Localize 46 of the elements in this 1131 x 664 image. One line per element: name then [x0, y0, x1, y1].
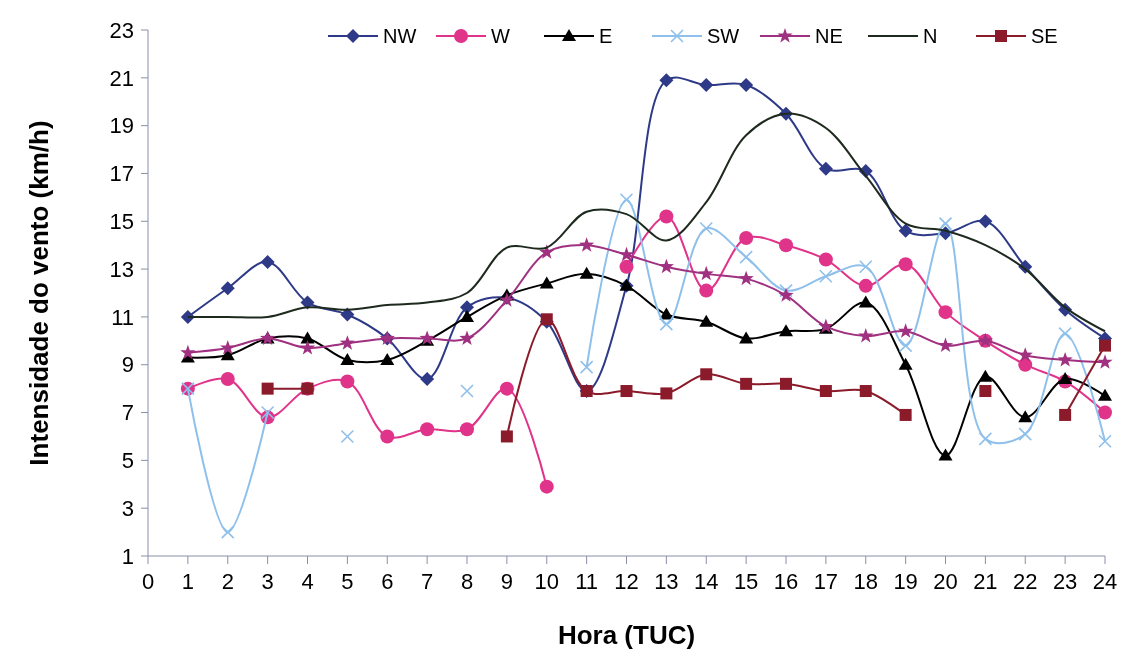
x-tick-label: 15 — [733, 569, 759, 594]
y-axis-title: Intensidade do vento (km/h) — [24, 120, 54, 466]
x-tick-label: 3 — [261, 569, 274, 594]
y-tick-label: 23 — [109, 17, 134, 43]
y-tick-label: 21 — [109, 65, 134, 91]
x-tick-label: 14 — [694, 569, 719, 594]
x-tick-label: 4 — [301, 569, 314, 594]
x-tick-label: 18 — [853, 569, 878, 594]
x-tick-label: 5 — [341, 569, 354, 594]
legend-label: N — [923, 25, 938, 47]
x-tick-label: 17 — [813, 569, 839, 594]
x-tick-label: 11 — [575, 569, 599, 594]
x-tick-label: 19 — [893, 569, 918, 594]
legend-label: NE — [815, 25, 843, 47]
y-tick-label: 9 — [121, 352, 134, 378]
x-tick-label: 20 — [933, 569, 958, 594]
y-tick-label: 15 — [109, 208, 134, 234]
x-axis-title: Hora (TUC) — [557, 620, 696, 650]
y-tick-label: 17 — [109, 161, 134, 187]
x-tick-label: 9 — [500, 569, 513, 594]
y-tick-label: 13 — [109, 256, 134, 282]
legend-label: SW — [707, 25, 740, 47]
x-tick-label: 2 — [221, 569, 234, 594]
x-tick-label: 7 — [421, 569, 434, 594]
legend-label: SE — [1031, 25, 1058, 47]
x-tick-label: 22 — [1013, 569, 1038, 594]
legend-label: E — [599, 25, 613, 47]
x-tick-label: 12 — [614, 569, 639, 594]
x-tick-label: 23 — [1052, 569, 1078, 594]
x-tick-label: 0 — [141, 569, 155, 594]
x-tick-label: 6 — [381, 569, 394, 594]
x-tick-label: 10 — [534, 569, 559, 594]
legend-label: W — [491, 25, 510, 47]
x-tick-label: 16 — [773, 569, 799, 594]
x-tick-label: 8 — [460, 569, 474, 594]
y-tick-label: 11 — [111, 304, 134, 330]
x-tick-label: 13 — [654, 569, 679, 594]
x-tick-label: 1 — [181, 569, 194, 594]
legend-label: NW — [383, 25, 417, 47]
x-tick-label: 24 — [1092, 569, 1118, 594]
x-tick-label: 21 — [973, 569, 998, 594]
y-tick-label: 7 — [121, 400, 134, 426]
y-tick-label: 1 — [121, 543, 134, 569]
y-tick-label: 5 — [121, 448, 134, 474]
y-tick-label: 19 — [109, 113, 134, 139]
y-tick-label: 3 — [121, 495, 134, 521]
